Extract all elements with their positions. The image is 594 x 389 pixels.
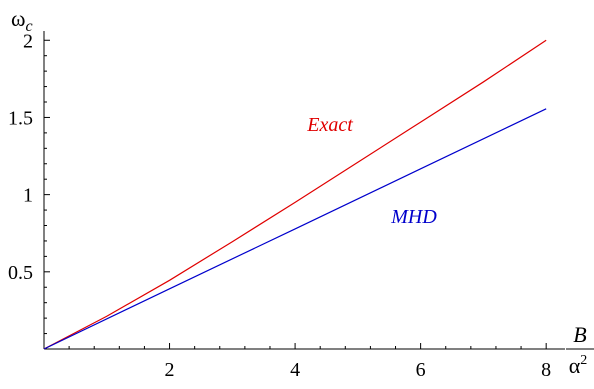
y-tick-label: 1 [23, 185, 33, 207]
y-tick-label: 1.5 [8, 107, 33, 129]
tick-labels: 2 4 6 8 0.5 1 1.5 2 [8, 30, 551, 381]
x-tick-label: 6 [416, 359, 426, 381]
series-lines [43, 39, 547, 350]
y-axis-label-sub: c [25, 18, 32, 35]
y-tick-label: 0.5 [8, 262, 33, 284]
series-label-mhd: MHD [390, 206, 437, 228]
x-tick-label: 2 [165, 359, 175, 381]
series-line-exact [43, 39, 547, 350]
x-axis-label-numerator: B [573, 322, 586, 347]
ticks [44, 39, 547, 349]
x-axis-label: B α2 [566, 322, 594, 378]
x-tick-label: 4 [290, 359, 300, 381]
series-line-mhd [43, 108, 547, 350]
series-labels: Exact MHD [306, 114, 437, 228]
x-tick-label: 8 [541, 359, 551, 381]
y-axis-label-base: ω [11, 6, 25, 31]
x-axis-label-denominator-base: α [569, 353, 581, 378]
y-axis-label: ωc [11, 6, 33, 35]
series-label-exact: Exact [306, 114, 353, 136]
y-tick-label: 2 [23, 30, 33, 52]
axes [43, 31, 565, 350]
x-axis-label-denominator: α2 [569, 353, 588, 378]
x-axis-label-denominator-exp: 2 [580, 353, 587, 368]
